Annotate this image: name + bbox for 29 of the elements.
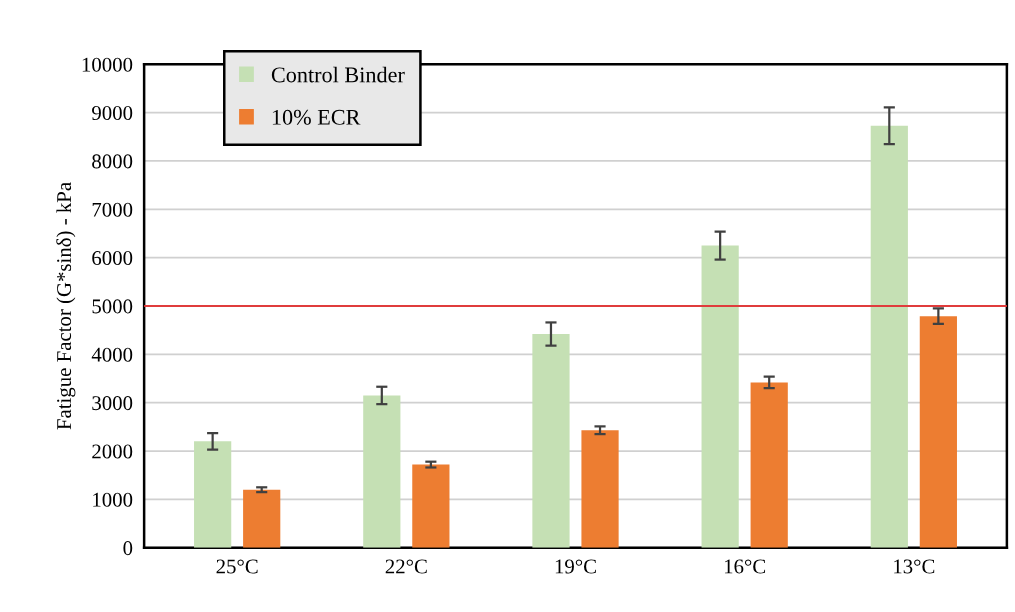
legend-label: Control Binder [271, 66, 405, 83]
y-tick-label: 3000 [92, 396, 133, 411]
x-tick-label: 22°C [385, 559, 427, 574]
y-tick-label: 10000 [82, 57, 133, 72]
bar [581, 430, 619, 548]
bar [194, 441, 232, 548]
x-tick-label: 19°C [555, 559, 596, 574]
bar [243, 489, 281, 548]
y-tick-label: 4000 [91, 347, 133, 362]
y-tick-label: 2000 [92, 444, 133, 459]
bar [870, 125, 908, 548]
y-tick-label: 8000 [92, 154, 133, 169]
bar [701, 245, 739, 548]
y-tick-label: 9000 [92, 105, 133, 121]
y-tick-label: 0 [123, 541, 133, 556]
bar [363, 395, 401, 548]
bar [412, 464, 450, 548]
x-tick-label: 25°C [216, 559, 258, 574]
bar [919, 316, 957, 548]
x-tick-label: 16°C [724, 559, 766, 574]
y-tick-label: 6000 [92, 251, 133, 266]
bar [532, 334, 570, 548]
y-tick-label: 5000 [92, 299, 133, 314]
y-axis-title: Fatigue Factor (G*sinδ) - kPa [56, 182, 76, 430]
y-tick-label: 7000 [92, 202, 133, 217]
y-tick-label: 1000 [93, 492, 133, 507]
legend-label: 10% ECR [272, 109, 361, 125]
x-tick-label: 13°C [894, 559, 935, 574]
bar [750, 382, 788, 548]
